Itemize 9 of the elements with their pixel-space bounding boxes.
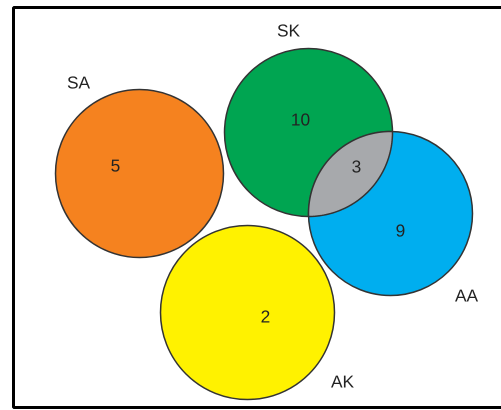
category-label: AA <box>454 286 478 306</box>
data-label: 2 <box>260 306 270 326</box>
category-label: SK <box>276 20 300 40</box>
category-label: AK <box>330 372 354 392</box>
text: 3 <box>352 156 362 176</box>
data-label: 10 <box>290 110 310 130</box>
category-label: SA <box>66 72 90 92</box>
data-label: 9 <box>396 220 406 240</box>
data-label: 5 <box>110 156 120 176</box>
